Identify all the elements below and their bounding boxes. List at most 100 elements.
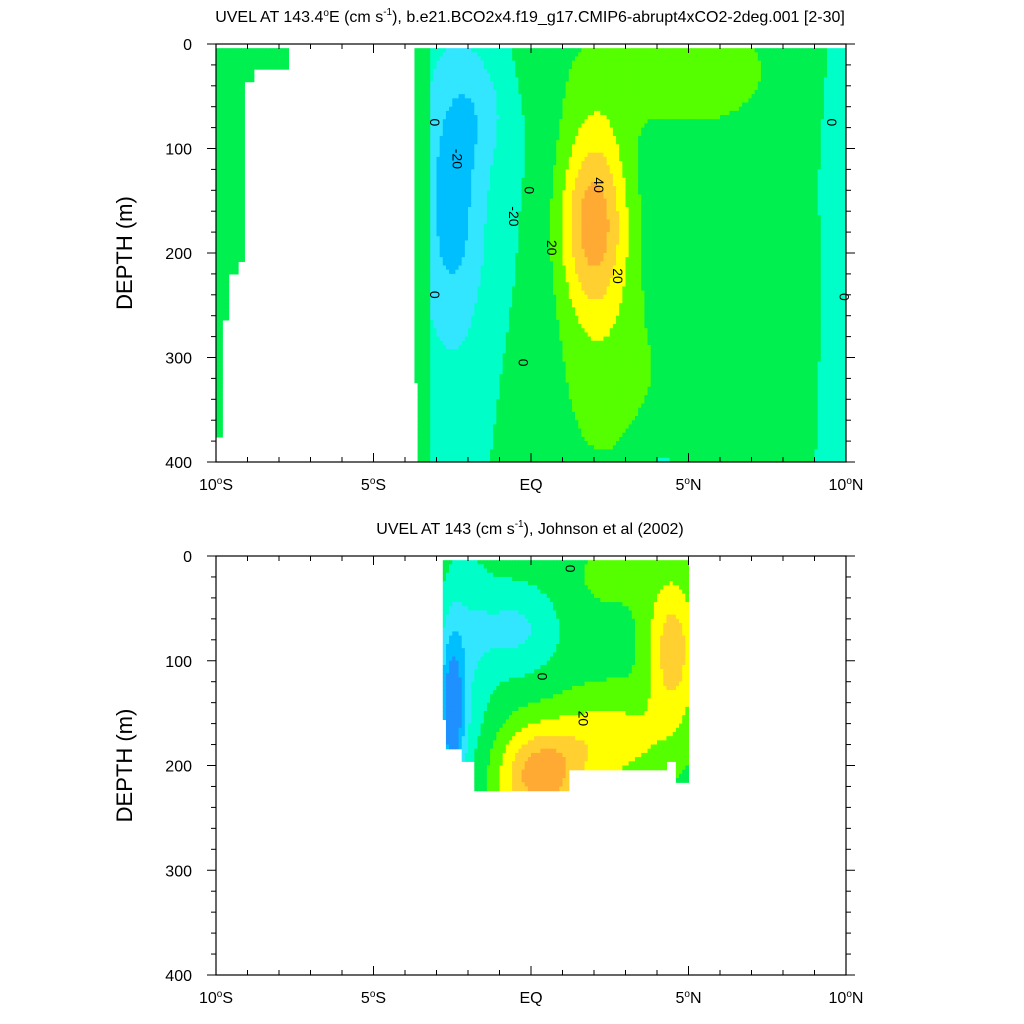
- contour-cell: [631, 60, 636, 66]
- contour-cell: [549, 77, 554, 83]
- contour-cell: [657, 186, 661, 191]
- contour-cell: [556, 165, 560, 170]
- contour-cell: [499, 115, 504, 120]
- contour-cell: [663, 144, 668, 150]
- contour-cell: [641, 186, 645, 191]
- contour-cell: [726, 52, 731, 58]
- contour-cell: [707, 98, 712, 104]
- contour-cell: [657, 85, 661, 91]
- contour-cell: [275, 48, 280, 53]
- contour-cell: [679, 69, 683, 74]
- contour-cell: [543, 169, 548, 175]
- contour-cell: [801, 165, 806, 170]
- contour-cell: [571, 73, 576, 79]
- contour-cell: [461, 140, 466, 145]
- contour-cell: [471, 173, 475, 179]
- contour-cell: [748, 152, 753, 158]
- contour-cell: [225, 144, 230, 150]
- contour-cell: [647, 94, 652, 99]
- contour-cell: [754, 127, 759, 133]
- contour-cell: [493, 64, 497, 70]
- contour-cell: [508, 102, 513, 108]
- contour-cell: [723, 148, 727, 154]
- contour-cell: [660, 89, 664, 95]
- contour-cell: [833, 156, 838, 162]
- contour-cell: [445, 156, 450, 162]
- contour-cell: [839, 144, 844, 150]
- contour-cell: [808, 89, 812, 95]
- contour-cell: [729, 77, 734, 83]
- contour-cell: [606, 81, 611, 87]
- contour-cell: [647, 152, 652, 158]
- contour-cell: [483, 140, 488, 145]
- contour-cell: [779, 94, 784, 99]
- contour-cell: [726, 169, 731, 175]
- contour-cell: [250, 60, 255, 66]
- contour-cell: [682, 98, 686, 104]
- contour-cell: [641, 148, 645, 154]
- contour-cell: [449, 102, 453, 108]
- contour-cell: [773, 52, 778, 58]
- contour-cell: [414, 144, 419, 150]
- contour-cell: [622, 148, 627, 154]
- contour-cell: [735, 140, 740, 145]
- contour-cell: [634, 85, 639, 91]
- contour-cell: [238, 119, 242, 125]
- contour-cell: [776, 106, 781, 112]
- contour-cell: [707, 123, 712, 129]
- contour-cell: [697, 177, 702, 183]
- contour-cell: [839, 48, 844, 53]
- contour-cell: [811, 94, 816, 99]
- contour-cell: [751, 119, 756, 125]
- contour-cell: [622, 173, 627, 179]
- contour-cell: [590, 81, 595, 87]
- contour-cell: [653, 152, 658, 158]
- contour-cell: [562, 135, 567, 141]
- contour-cell: [228, 81, 233, 87]
- contour-cell: [738, 85, 743, 91]
- contour-cell: [505, 48, 510, 53]
- contour-cell: [798, 156, 803, 162]
- contour-cell: [234, 173, 239, 179]
- contour-cell: [764, 144, 768, 150]
- contour-cell: [720, 77, 724, 83]
- contour-cell: [786, 152, 790, 158]
- contour-cell: [427, 60, 431, 66]
- contour-cell: [505, 115, 510, 120]
- contour-cell: [546, 177, 551, 183]
- contour-cell: [543, 77, 548, 83]
- contour-cell: [534, 110, 538, 116]
- contour-cell: [439, 106, 444, 112]
- contour-cell: [222, 73, 227, 79]
- contour-cell: [238, 69, 242, 74]
- contour-cell: [559, 69, 564, 74]
- contour-cell: [534, 140, 538, 145]
- contour-cell: [704, 64, 708, 70]
- contour-cell: [549, 81, 554, 87]
- contour-cell: [228, 77, 233, 83]
- contour-cell: [682, 161, 686, 166]
- contour-cell: [502, 156, 507, 162]
- contour-cell: [531, 52, 535, 58]
- contour-cell: [716, 123, 721, 129]
- contour-cell: [704, 177, 708, 183]
- contour-cell: [628, 81, 633, 87]
- contour-cell: [830, 60, 834, 66]
- contour-cell: [628, 52, 633, 58]
- contour-cell: [789, 127, 794, 133]
- contour-cell: [842, 127, 846, 133]
- contour-cell: [600, 165, 605, 170]
- contour-cell: [587, 89, 592, 95]
- contour-cell: [445, 135, 450, 141]
- contour-cell: [616, 81, 620, 87]
- contour-cell: [697, 81, 702, 87]
- contour-cell: [486, 156, 491, 162]
- contour-cell: [811, 131, 816, 137]
- contour-cell: [616, 135, 620, 141]
- contour-cell: [562, 148, 567, 154]
- contour-cell: [521, 81, 526, 87]
- contour-cell: [468, 169, 472, 175]
- contour-cell: [760, 64, 765, 70]
- contour-cell: [735, 73, 740, 79]
- contour-cell: [833, 85, 838, 91]
